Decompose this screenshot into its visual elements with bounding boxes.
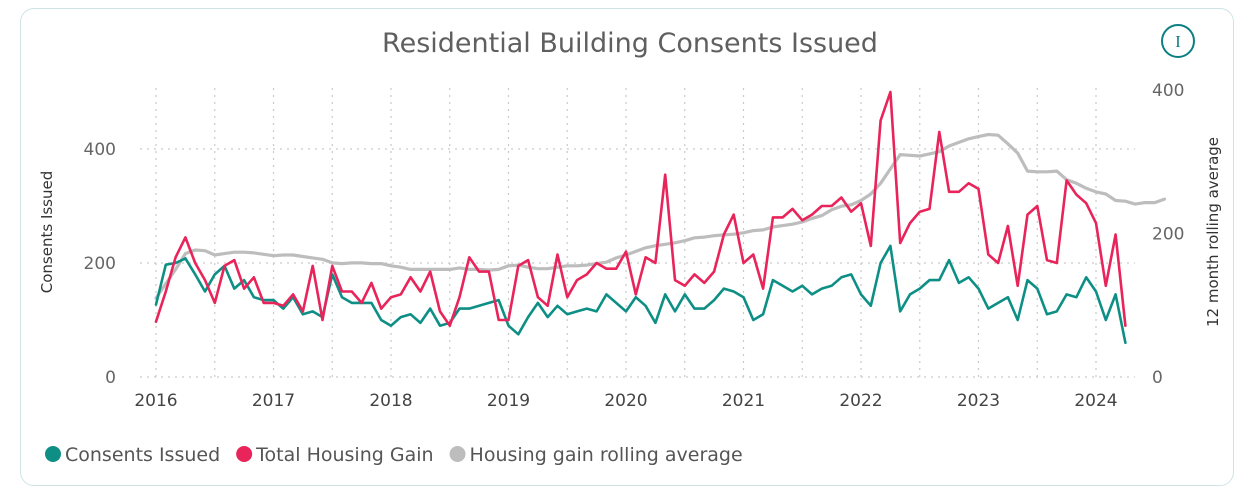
y-tick-label: 200 [84,254,116,274]
info-icon[interactable] [1161,24,1195,58]
series-line-total-housing-gain [154,90,1127,328]
x-tick-label: 2018 [369,391,412,411]
legend-label-consents-issued: Consents Issued [65,444,220,466]
legend-label-total-housing-gain: Total Housing Gain [255,444,433,466]
x-tick-label: 2020 [604,391,647,411]
info-button[interactable]: I [1161,24,1195,58]
x-tick-label: 2016 [134,391,177,411]
y2-tick-label: 0 [1152,368,1163,388]
legend-label-housing-gain-rolling-average: Housing gain rolling average [470,444,743,466]
x-tick-label: 2024 [1074,391,1117,411]
y2-tick-label: 200 [1152,225,1184,245]
series-line-consents-issued [154,244,1127,345]
y-tick-label: 0 [105,368,116,388]
legend: Consents Issued Total Housing Gain Housing… [45,444,743,466]
legend-marker-total-housing-gain [236,446,253,462]
chart-card [20,8,1234,486]
info-icon-glyph: I [1175,32,1181,51]
x-axis-ticks: 2016 2017 2018 2019 2020 2021 2022 2023 2024 [134,391,1117,411]
x-tick-label: 2017 [252,391,295,411]
legend-marker-housing-gain-rolling-average [449,446,466,462]
y-tick-label: 400 [84,140,116,160]
legend-marker-consents-issued [45,446,61,462]
y-axis-ticks: 0 200 400 [84,140,116,388]
y2-axis-label: 12 month rolling average [1204,137,1222,327]
grid [140,88,1135,378]
y2-tick-label: 400 [1152,81,1184,101]
series-line-housing-gain-rolling-average [154,132,1167,300]
y-axis-label: Consents Issued [38,171,56,293]
x-tick-label: 2022 [839,391,882,411]
x-tick-label: 2019 [487,391,530,411]
x-tick-label: 2021 [722,391,765,411]
chart-title: Residential Building Consents Issued [382,28,878,59]
y2-axis-ticks: 0 200 400 [1152,81,1184,388]
x-tick-label: 2023 [957,391,1000,411]
series-lines [154,90,1167,345]
